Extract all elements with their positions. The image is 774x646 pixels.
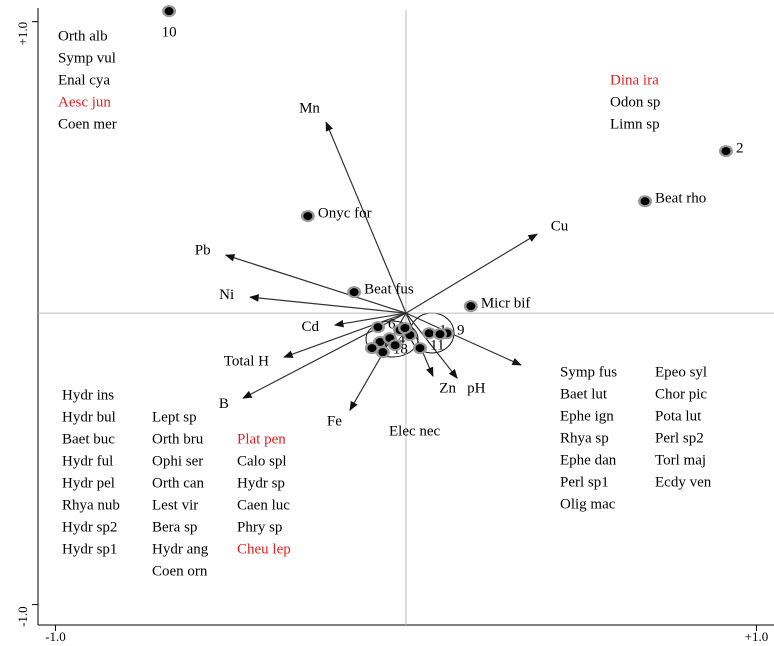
species-label: Baet buc [62, 431, 115, 447]
point [390, 341, 400, 350]
arrow-label: Total H [224, 353, 269, 369]
species-label: Ecdy ven [655, 474, 712, 490]
arrow [325, 121, 407, 314]
species-label: Phry sp [237, 519, 282, 535]
species-label: Calo spl [237, 453, 287, 469]
species-label: Odon sp [610, 94, 660, 110]
point [424, 329, 434, 338]
point-label: 2 [736, 141, 744, 157]
arrow [224, 254, 407, 314]
point [303, 212, 313, 221]
species-label: Pota lut [655, 408, 702, 424]
arrow-label: Pb [195, 242, 211, 258]
species-label: Hydr bul [62, 409, 116, 425]
species-label: Orth alb [58, 28, 108, 44]
point [349, 288, 359, 297]
species-label: Olig mac [560, 496, 616, 512]
arrow-label: pH [467, 381, 486, 397]
species-label: Baet lut [560, 386, 608, 402]
arrow-label: Fe [327, 414, 342, 430]
species-label: Hydr ins [62, 387, 114, 403]
arrow-label: Zn [439, 380, 456, 396]
species-label: Dina ira [610, 72, 659, 88]
point [375, 337, 385, 346]
arrow [283, 312, 407, 358]
species-label: Lept sp [152, 409, 197, 425]
species-label: Rhya sp [560, 430, 609, 446]
species-label: Cheu lep [237, 541, 291, 557]
species-label: Coen orn [152, 563, 208, 579]
point [400, 323, 410, 332]
species-label: Symp vul [58, 50, 116, 66]
species-label: Orth bru [152, 431, 204, 447]
point-label: 6 [388, 317, 396, 333]
point [435, 330, 445, 339]
arrow-label: B [219, 396, 229, 412]
species-label: Bera sp [152, 519, 197, 535]
species-label: Elec nec [389, 423, 441, 439]
point [640, 197, 650, 206]
arrow [405, 312, 458, 379]
species-label: Hydr sp [237, 475, 285, 491]
species-label: Hydr sp1 [62, 541, 117, 557]
species-label: Plat pen [237, 431, 286, 447]
point [721, 147, 731, 156]
species-label: Hydr ful [62, 453, 113, 469]
point-label: 10 [162, 25, 177, 41]
y-tick-label: +1.0 [15, 22, 30, 46]
arrow-label: Cu [551, 218, 569, 234]
y-tick-label: -1.0 [15, 606, 30, 627]
species-label: Orth can [152, 475, 205, 491]
species-label: Epeo syl [655, 364, 707, 380]
arrow [405, 312, 522, 366]
arrow [249, 294, 407, 314]
x-tick-label: +1.0 [745, 629, 769, 644]
point-label: 9 [457, 323, 465, 339]
species-label: Hydr pel [62, 475, 115, 491]
point [466, 302, 476, 311]
species-label: Ophi ser [152, 453, 203, 469]
species-label: Aesc jun [58, 94, 111, 110]
species-label: Hydr ang [152, 541, 209, 557]
species-label: Perl sp2 [655, 430, 704, 446]
species-label: Caen luc [237, 497, 290, 513]
point [164, 7, 174, 16]
arrow [333, 312, 407, 328]
species-label: Chor pic [655, 386, 707, 402]
species-label: Perl sp1 [560, 474, 609, 490]
x-tick-label: -1.0 [45, 629, 66, 644]
arrow [405, 233, 538, 314]
arrow-label: Cd [302, 319, 320, 335]
point-label: Beat fus [364, 282, 414, 298]
point [415, 344, 425, 353]
arrow-label: Mn [299, 101, 320, 117]
species-label: Ephe dan [560, 452, 617, 468]
point [378, 348, 388, 357]
species-label: Ephe ign [560, 408, 614, 424]
point-label: Onyc for [318, 206, 372, 222]
species-label: Limn sp [610, 116, 660, 132]
species-label: Enal cya [58, 72, 110, 88]
species-label: Rhya nub [62, 497, 120, 513]
species-label: Hydr sp2 [62, 519, 117, 535]
point-label: Beat rho [655, 191, 706, 207]
point [373, 323, 383, 332]
species-label: Symp fus [560, 364, 617, 380]
species-label: Torl maj [655, 452, 706, 468]
species-label: Coen mer [58, 116, 117, 132]
species-label: Lest vir [152, 497, 198, 513]
arrow-label: Ni [219, 287, 234, 303]
point-label: 11 [430, 338, 444, 354]
point-label: Micr bif [481, 296, 531, 312]
point [367, 344, 377, 353]
